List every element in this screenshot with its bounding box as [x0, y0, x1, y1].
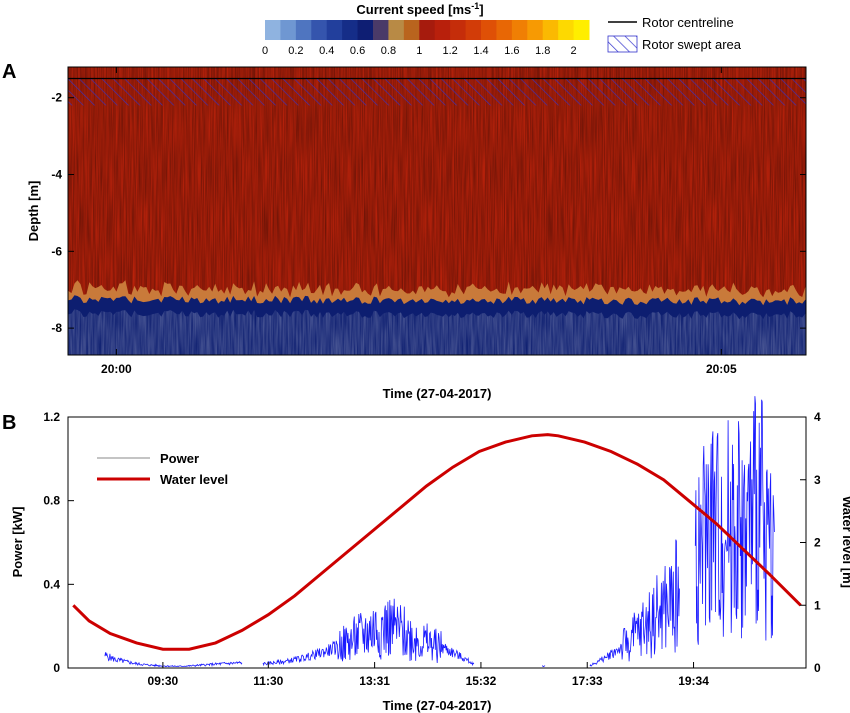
- legend-swept-label: Rotor swept area: [642, 37, 742, 52]
- colorbar-swatch: [542, 20, 559, 40]
- x-tick-label: 11:30: [253, 674, 283, 688]
- power-segment: [104, 652, 243, 668]
- colorbar-swatch: [342, 20, 359, 40]
- heatmap-frame: [67, 66, 807, 356]
- power-series: [104, 396, 775, 668]
- colorbar-tick-label: 1.2: [442, 45, 457, 57]
- colorbar-swatch: [265, 20, 281, 40]
- legend-centreline-label: Rotor centreline: [642, 15, 734, 30]
- colorbar-swatch: [357, 20, 374, 40]
- colorbar-tick-label: 0: [262, 45, 268, 57]
- legend-panel-b: Power Water level: [97, 451, 228, 487]
- panel-b-axes: 09:30 11:30 13:31 15:32 17:33 19:34 0 0.4 0.8 1.2…: [43, 410, 821, 688]
- lower-layer-texture: [68, 309, 806, 355]
- colorbar-tick-label: 1: [416, 45, 422, 57]
- y-tick-label: 0.4: [43, 577, 60, 591]
- panel-b-letter: B: [2, 412, 16, 434]
- y2-tick-label: 0: [814, 661, 821, 675]
- colorbar-title-close: ]: [479, 2, 483, 17]
- colorbar-tick-label: 0.4: [319, 45, 334, 57]
- colorbar-swatch: [527, 20, 544, 40]
- power-segment: [694, 396, 775, 645]
- legend-swept-swatch: [607, 35, 638, 53]
- panel-a-letter: A: [2, 61, 16, 83]
- rotor-swept-area: [68, 78, 806, 106]
- colorbar-tick-label: 0.2: [288, 45, 303, 57]
- y-tick-label: -6: [51, 244, 62, 258]
- panel-b-ylabel: Power [kW]: [10, 507, 25, 578]
- x-tick-label: 13:31: [359, 674, 390, 688]
- colorbar-swatch: [450, 20, 467, 40]
- colorbar-swatch: [496, 20, 513, 40]
- colorbar-swatch: [573, 20, 590, 40]
- colorbar-swatch: [403, 20, 420, 40]
- colorbar-swatch: [558, 20, 575, 40]
- y2-tick-label: 2: [814, 536, 821, 550]
- colorbar-tick-labels: 0 0.2 0.4 0.6 0.8 1 1.2 1.4 1.6 1.8 2: [262, 45, 577, 57]
- colorbar-tick-label: 1.8: [535, 45, 550, 57]
- colorbar-swatch: [481, 20, 497, 40]
- panel-a-xlabel: Time (27-04-2017): [383, 386, 492, 401]
- colorbar-swatch: [388, 20, 405, 40]
- colorbar-swatch: [295, 20, 312, 40]
- colorbar-swatch: [373, 20, 389, 40]
- colorbar-tick-label: 1.4: [473, 45, 488, 57]
- colorbar-tick-label: 0.8: [381, 45, 396, 57]
- y-tick-label: -8: [51, 321, 62, 335]
- power-segment: [262, 598, 475, 667]
- colorbar-swatch: [311, 20, 328, 40]
- power-segment: [542, 665, 546, 667]
- colorbar-tick-label: 2: [571, 45, 577, 57]
- y2-tick-label: 1: [814, 598, 821, 612]
- panel-b-y2label: Water level [m]: [840, 496, 850, 588]
- x-tick-label: 17:33: [572, 674, 603, 688]
- y-tick-label: -4: [51, 168, 62, 182]
- legend-water-label: Water level: [160, 472, 228, 487]
- x-tick-label: 20:05: [706, 362, 737, 376]
- colorbar-swatch: [511, 20, 528, 40]
- x-tick-label: 15:32: [466, 674, 497, 688]
- power-segment: [589, 539, 680, 667]
- water-level-line: [72, 433, 802, 651]
- colorbar-swatch: [465, 20, 482, 40]
- colorbar: [265, 20, 590, 40]
- colorbar-tick-label: 1.6: [504, 45, 519, 57]
- y-tick-label: -2: [51, 91, 62, 105]
- y2-tick-label: 4: [814, 410, 821, 424]
- panel-b-xlabel: Time (27-04-2017): [383, 698, 492, 713]
- panel-a-ylabel: Depth [m]: [26, 181, 41, 242]
- y-tick-label: 0: [53, 661, 60, 675]
- colorbar-swatch: [419, 20, 436, 40]
- colorbar-title-sup: -1: [471, 1, 479, 11]
- x-tick-label: 20:00: [101, 362, 132, 376]
- colorbar-swatch: [280, 20, 297, 40]
- colorbar-swatch: [434, 20, 451, 40]
- y2-tick-label: 3: [814, 473, 821, 487]
- colorbar-tick-label: 0.6: [350, 45, 365, 57]
- colorbar-swatch: [326, 20, 343, 40]
- x-tick-label: 09:30: [148, 674, 179, 688]
- legend-panel-a: Rotor centreline Rotor swept area: [607, 15, 742, 53]
- colorbar-title-main: Current speed [ms: [356, 2, 471, 17]
- panel-a-axes: 19:4519:5019:5520:0020:0520:1020:1520:20…: [51, 67, 806, 376]
- legend-power-label: Power: [160, 451, 199, 466]
- colorbar-title: Current speed [ms-1]: [356, 1, 483, 17]
- y-tick-label: 0.8: [43, 494, 60, 508]
- x-tick-label: 19:34: [678, 674, 709, 688]
- y-tick-label: 1.2: [43, 410, 60, 424]
